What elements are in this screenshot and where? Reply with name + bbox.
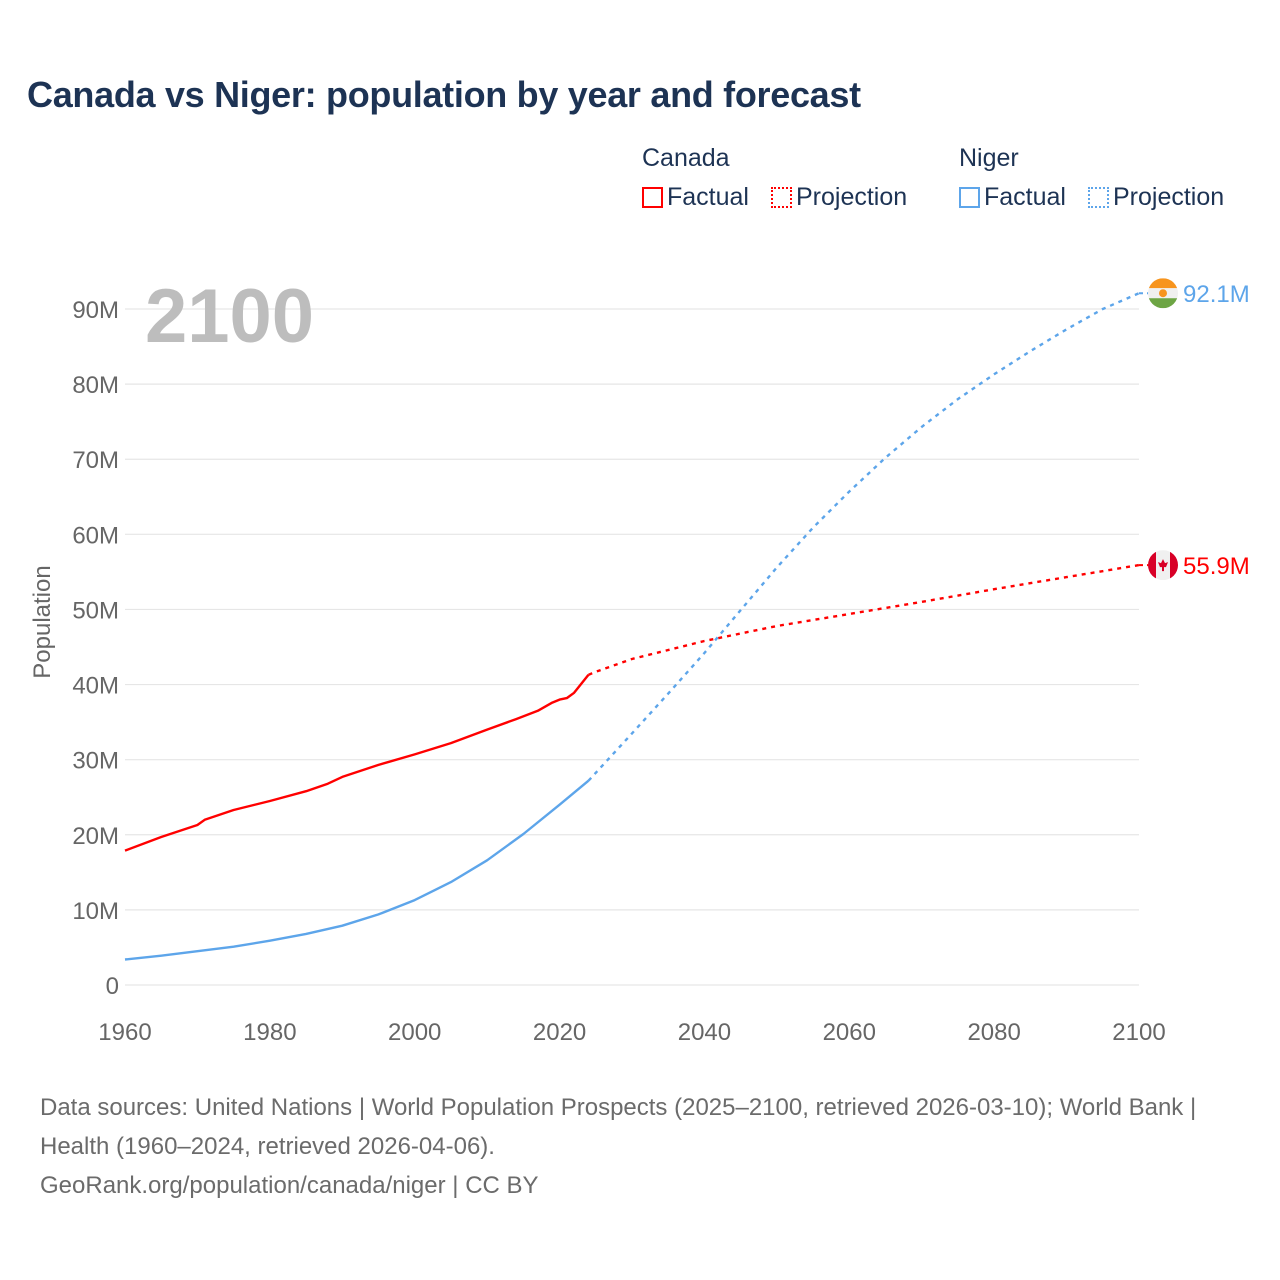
y-tick-label: 0: [106, 973, 119, 1000]
x-tick-label: 1980: [243, 1019, 296, 1046]
legend-niger-title: Niger: [959, 144, 1019, 172]
niger-projection-line: [587, 292, 1140, 782]
x-tick-label: 2060: [823, 1019, 876, 1046]
y-tick-label: 50M: [72, 597, 119, 624]
credit-link[interactable]: GeoRank.org/population/canada/niger | CC…: [40, 1172, 539, 1199]
legend-niger: Niger Factual Projection: [959, 144, 1240, 212]
chart-title: Canada vs Niger: population by year and …: [27, 74, 861, 115]
flag-band: [1170, 550, 1178, 581]
flag-stripe: [1148, 278, 1178, 289]
legend-canada-projection[interactable]: Projection: [770, 183, 908, 212]
legend-label: Factual: [667, 183, 749, 211]
niger-end-label: 92.1M: [1183, 281, 1250, 308]
footer: Data sources: United Nations | World Pop…: [40, 1088, 1230, 1205]
flag-sun: [1159, 289, 1167, 298]
canada-end-label: 55.9M: [1183, 553, 1250, 580]
x-tick-label: 2020: [533, 1019, 586, 1046]
flag-body: [1148, 550, 1178, 581]
y-tick-label: 10M: [72, 898, 119, 925]
x-tick-label: 2040: [678, 1019, 731, 1046]
flag-stripe: [1148, 298, 1178, 309]
x-tick-label: 2100: [1112, 1019, 1165, 1046]
legend-label: Projection: [795, 183, 908, 211]
canada-flag-icon: [1148, 550, 1178, 581]
year-watermark: 2100: [145, 274, 314, 359]
x-tick-label: 2000: [388, 1019, 441, 1046]
legend-niger-projection[interactable]: Projection: [1087, 183, 1225, 212]
flag-band: [1148, 550, 1156, 581]
dotted-swatch-icon: [770, 187, 792, 208]
data-sources: Data sources: United Nations | World Pop…: [40, 1094, 1197, 1160]
maple-leaf-icon: [1158, 559, 1168, 572]
y-tick-label: 80M: [72, 372, 119, 399]
y-tick-label: 60M: [72, 522, 119, 549]
x-tick-label: 1960: [98, 1019, 151, 1046]
legend-canada-factual[interactable]: Factual: [642, 183, 749, 212]
solid-swatch-icon: [959, 187, 980, 208]
x-tick-label: 2080: [967, 1019, 1020, 1046]
legend-label: Projection: [1112, 183, 1225, 211]
solid-swatch-icon: [642, 187, 663, 208]
dotted-swatch-icon: [1087, 187, 1109, 208]
canada-projection-line: [588, 563, 1140, 676]
y-tick-label: 40M: [72, 673, 119, 700]
legend-canada-title: Canada: [642, 144, 730, 172]
y-tick-label: 70M: [72, 447, 119, 474]
legend-label: Factual: [984, 183, 1066, 211]
canada-factual-line: [124, 674, 590, 852]
niger-factual-line: [124, 779, 590, 961]
legend-niger-factual[interactable]: Factual: [959, 183, 1066, 212]
niger-flag-icon: [1148, 278, 1178, 309]
y-tick-label: 20M: [72, 823, 119, 850]
flag-body: [1148, 278, 1178, 309]
legend-canada: Canada Factual Projection: [642, 144, 923, 212]
y-tick-label: 90M: [72, 297, 119, 324]
y-tick-label: 30M: [72, 748, 119, 775]
y-axis-label: Population: [29, 565, 56, 678]
